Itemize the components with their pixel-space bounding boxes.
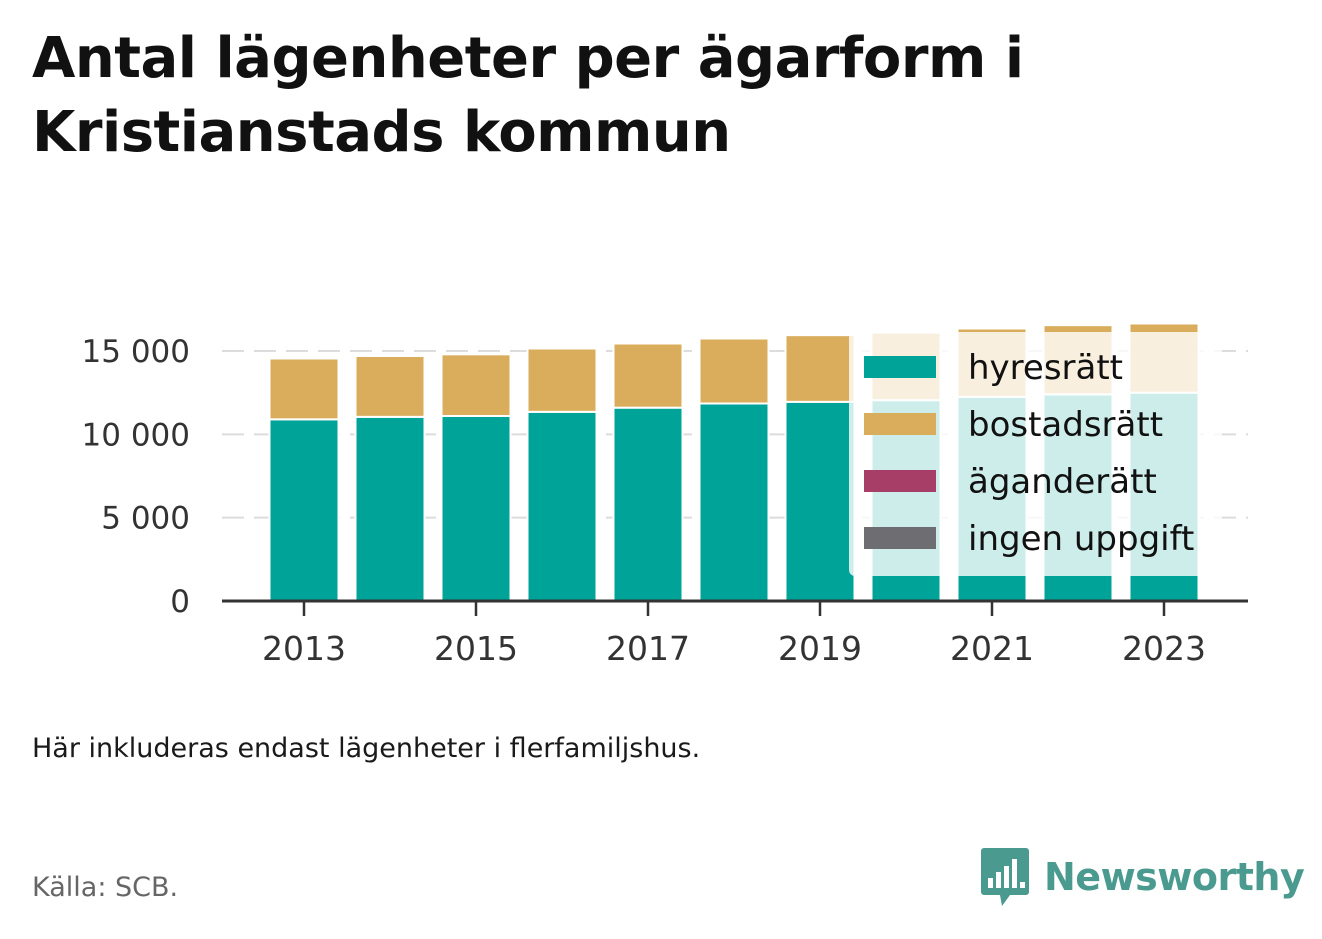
bar-segment: [440, 353, 512, 418]
bar-segment: [698, 337, 770, 405]
y-tick-label: 15 000: [82, 334, 190, 370]
bar-segment: [440, 415, 512, 602]
x-tick-label: 2019: [778, 629, 862, 668]
brand-name: Newsworthy: [1044, 855, 1305, 899]
x-tick-label: 2015: [434, 629, 518, 668]
legend-box: [849, 332, 1222, 576]
bar-segment: [354, 355, 426, 418]
x-tick-label: 2013: [262, 629, 346, 668]
bar-segment: [526, 347, 598, 413]
y-tick-label: 10 000: [82, 417, 190, 453]
legend-swatch: [864, 356, 936, 378]
chart-title: Antal lägenheter per ägarform i Kristian…: [32, 26, 1024, 165]
bar-segment: [698, 402, 770, 602]
legend-label: hyresrätt: [968, 348, 1123, 388]
bar-segment: [526, 410, 598, 603]
bar-segment: [612, 342, 684, 409]
y-tick-label: 5 000: [101, 501, 190, 537]
source-text: Källa: SCB.: [32, 872, 179, 903]
legend-swatch: [864, 470, 936, 492]
bar-segment: [784, 334, 856, 403]
legend-label: bostadsrätt: [968, 405, 1163, 445]
y-tick-label: 0: [170, 584, 190, 620]
bar-segment: [354, 415, 426, 603]
bar-segment: [268, 418, 340, 603]
chart-note: Här inkluderas endast lägenheter i flerf…: [32, 733, 701, 764]
x-tick-label: 2017: [606, 629, 690, 668]
legend-label: äganderätt: [968, 462, 1157, 502]
bar-chart-speech-bubble-icon: [981, 848, 1029, 906]
legend-swatch: [864, 413, 936, 435]
brand-logo: Newsworthy: [980, 846, 1305, 908]
bar-segment: [784, 400, 856, 603]
legend-swatch: [864, 527, 936, 549]
bar-segment: [268, 357, 340, 421]
axes: 0 5 000 10 000 15 000 2013 2015 2017 2019 2021 20…: [82, 334, 1248, 668]
legend-label: ingen uppgift: [968, 519, 1194, 559]
legend: hyresrätt bostadsrätt äganderätt ingen uppg…: [849, 332, 1222, 576]
x-tick-label: 2021: [950, 629, 1034, 668]
bar-segment: [612, 406, 684, 602]
x-tick-label: 2023: [1122, 629, 1206, 668]
